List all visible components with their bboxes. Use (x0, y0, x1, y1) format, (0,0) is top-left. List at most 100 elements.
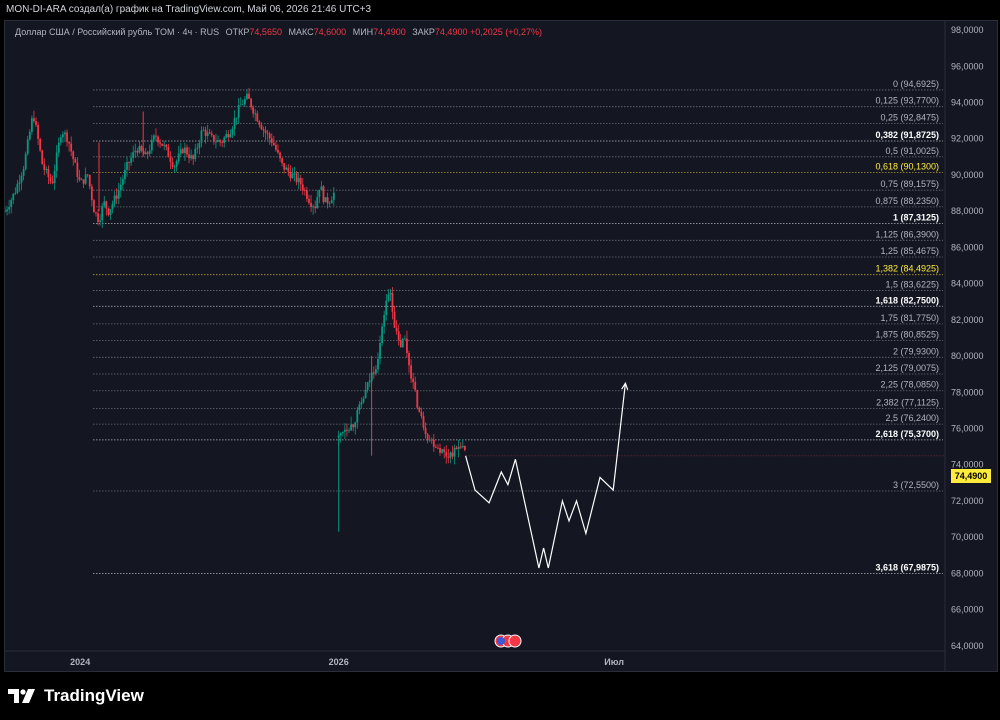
candle-body (356, 410, 359, 423)
candle-body (10, 200, 13, 208)
candle-body (389, 292, 392, 295)
candle-body (463, 445, 466, 451)
candle-body (453, 447, 456, 457)
candle-body (324, 197, 327, 203)
candle-body (455, 447, 458, 450)
candle-body (410, 365, 412, 379)
symbol-legend[interactable]: Доллар США / Российский рубль TOM · 4ч ·… (15, 27, 542, 37)
candle-body (136, 150, 139, 153)
fib-level-label: 2,618 (75,3700) (875, 429, 939, 439)
candle-body (281, 158, 284, 164)
candle-body (8, 207, 11, 210)
candle-body (385, 300, 388, 316)
candle-body (62, 134, 64, 138)
candle-body (432, 439, 435, 447)
candle-body (377, 358, 379, 370)
candle-body (412, 378, 415, 383)
candle-body (130, 157, 133, 163)
candle-body (420, 412, 423, 417)
candle-body (434, 446, 437, 448)
fibonacci-extension[interactable]: 0 (94,6925) 0,125 (93,7700) 0,25 (92,8475)… (93, 79, 943, 575)
time-axis[interactable]: 2024 2026 Июл (70, 657, 624, 667)
candle-body (181, 149, 184, 153)
candle-body (408, 353, 410, 366)
brand-footer[interactable]: TradingView (8, 684, 144, 708)
fib-level-label: 2 (79,9300) (893, 346, 939, 356)
candle-body (101, 205, 104, 221)
candle-body (414, 382, 417, 390)
price-tick-label: 90,0000 (951, 170, 984, 180)
candle-body (268, 133, 271, 139)
projection-path[interactable] (465, 381, 629, 569)
close-label: ЗАКР (412, 27, 435, 37)
candle-body (43, 164, 46, 170)
candle-body (113, 195, 116, 204)
price-tick-label: 78,0000 (951, 387, 984, 397)
candle-body (72, 151, 75, 160)
fib-level-label: 1,25 (85,4675) (880, 246, 939, 256)
fib-level-label: 2,382 (77,1125) (876, 397, 939, 407)
candle-body (299, 177, 302, 185)
candle-body (28, 131, 31, 140)
candle-body (362, 398, 365, 403)
us-flag-icon (497, 637, 505, 645)
candle-body (424, 427, 427, 435)
candle-body (117, 190, 120, 199)
candle-body (148, 150, 151, 154)
candle-body (107, 208, 110, 215)
brand-name: TradingView (44, 686, 144, 705)
candle-body (401, 338, 404, 348)
candle-body (344, 429, 346, 432)
event-markers[interactable] (494, 634, 522, 648)
fib-level-label: 1,618 (82,7500) (875, 295, 939, 305)
candle-body (219, 140, 221, 143)
candle-body (24, 153, 27, 170)
chart-panel[interactable]: 0 (94,6925) 0,125 (93,7700) 0,25 (92,8475)… (4, 20, 998, 672)
candle-body (279, 152, 281, 159)
fib-level-label: 0,25 (92,8475) (880, 112, 939, 122)
projection-line[interactable] (465, 383, 626, 569)
candle-body (395, 327, 398, 332)
candle-body (350, 424, 353, 431)
candle-body (320, 186, 323, 190)
candle-body (128, 161, 130, 163)
candle-body (225, 134, 228, 138)
price-tick-label: 84,0000 (951, 279, 984, 289)
candle-body (82, 179, 85, 184)
candle-body (76, 162, 79, 177)
candle-body (41, 150, 44, 165)
time-tick-label: 2026 (329, 657, 349, 667)
candle-body (152, 135, 155, 140)
candle-body (202, 129, 205, 131)
candle-body (262, 129, 265, 131)
price-chart[interactable]: 0 (94,6925) 0,125 (93,7700) 0,25 (92,8475)… (5, 21, 998, 672)
candle-body (301, 184, 304, 191)
candle-body (326, 197, 329, 204)
candle-body (95, 212, 97, 214)
candle-body (132, 152, 135, 158)
candle-body (86, 174, 89, 176)
candle-body (119, 184, 122, 191)
candle-body (295, 173, 298, 183)
candle-body (173, 166, 176, 168)
candle-body (358, 404, 361, 411)
candle-body (206, 132, 209, 136)
candle-body (354, 422, 357, 428)
fib-level-label: 0,618 (90,1300) (875, 162, 939, 172)
candle-body (352, 424, 355, 428)
close-value: 74,4900 (434, 27, 468, 37)
price-tick-label: 72,0000 (951, 496, 984, 506)
candle-body (97, 213, 99, 222)
candle-body (312, 206, 315, 208)
candle-body (308, 198, 310, 203)
candle-body (330, 200, 333, 204)
candle-body (314, 206, 317, 209)
fib-level-label: 2,5 (76,2400) (885, 413, 939, 423)
price-axis[interactable]: 98,0000 96,0000 94,0000 92,0000 90,0000 88,00… (951, 25, 984, 651)
candle-body (177, 153, 180, 162)
candle-body (256, 113, 259, 122)
candle-body (285, 167, 288, 170)
candle-body (179, 149, 182, 154)
candle-body (341, 431, 344, 434)
fib-level-label: 1,125 (86,3900) (875, 229, 939, 239)
